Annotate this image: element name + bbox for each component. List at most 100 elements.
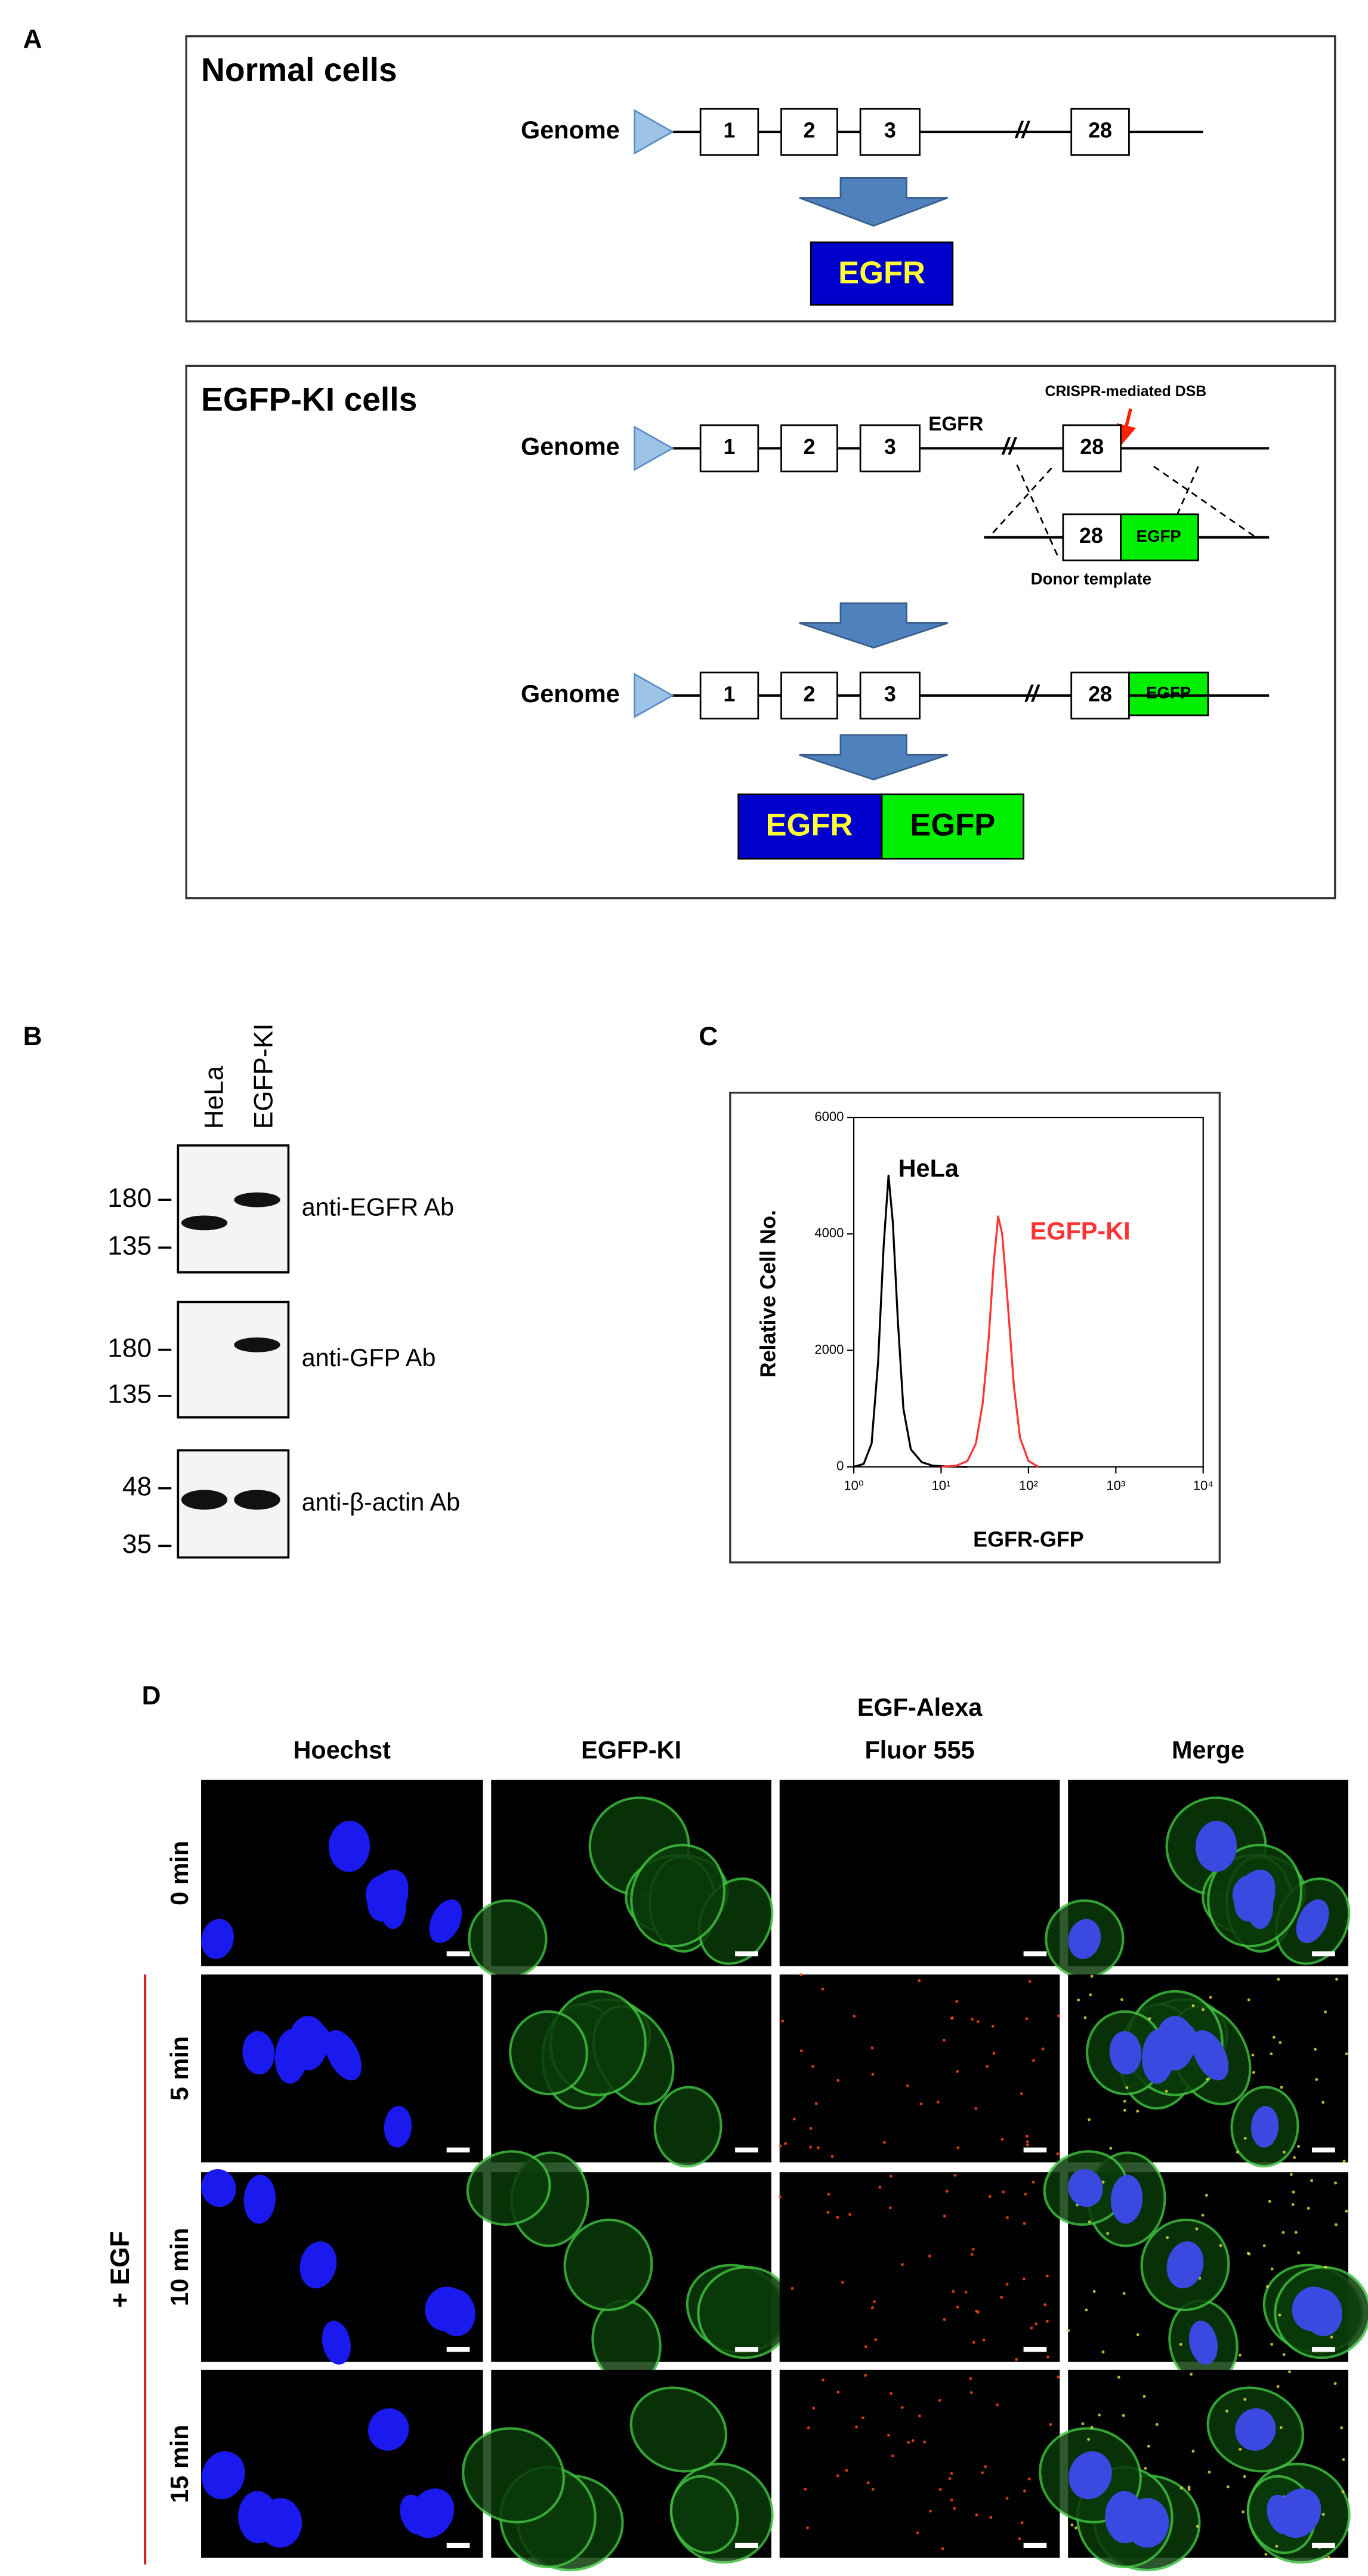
puncta (804, 2487, 807, 2491)
exon-label: 28 (1080, 434, 1104, 459)
puncta (1282, 2353, 1286, 2356)
protein-label: EGFR (766, 808, 853, 843)
puncta (882, 2141, 886, 2144)
puncta (1334, 2181, 1338, 2185)
nucleus (1110, 2175, 1143, 2224)
puncta (1219, 2244, 1222, 2247)
puncta (1243, 2475, 1246, 2478)
puncta (1117, 2376, 1120, 2379)
puncta (799, 1973, 802, 1976)
cell-membrane (630, 1843, 726, 1948)
micrograph (1039, 2370, 1351, 2572)
puncta (855, 2425, 858, 2429)
puncta (1179, 2487, 1183, 2490)
exon-box (699, 671, 759, 719)
puncta (1057, 2014, 1061, 2018)
puncta (971, 2018, 974, 2021)
puncta (1123, 2108, 1126, 2112)
puncta (1123, 2099, 1126, 2103)
puncta (1101, 2180, 1105, 2184)
puncta (1345, 2052, 1348, 2056)
puncta (809, 2127, 813, 2130)
puncta (1270, 2267, 1274, 2271)
nucleus (436, 2288, 475, 2336)
puncta (891, 2454, 894, 2458)
micrograph (201, 2169, 483, 2365)
puncta (836, 2474, 839, 2478)
x-tick-label: 10¹ (932, 1478, 951, 1493)
break-mark: // (1001, 434, 1018, 460)
puncta (1310, 2179, 1314, 2182)
x-tick-label: 10⁰ (844, 1478, 864, 1493)
puncta (1279, 2426, 1283, 2429)
puncta (995, 2403, 999, 2407)
puncta (1270, 2052, 1273, 2056)
puncta (871, 2487, 875, 2491)
donor-label: Donor template (1031, 570, 1152, 588)
puncta (923, 2441, 927, 2444)
scale-bar (1023, 2346, 1047, 2352)
column-header: EGF-Alexa (857, 1693, 983, 1721)
nucleus (1234, 1870, 1276, 1922)
band (181, 1215, 228, 1231)
micrograph (1068, 1974, 1348, 2168)
nucleus (1192, 2030, 1229, 2081)
image-background (779, 1780, 1060, 1966)
puncta (1025, 2017, 1029, 2021)
nucleus (238, 2491, 278, 2544)
puncta (950, 2472, 953, 2475)
puncta (943, 2318, 946, 2321)
exon-label: 1 (723, 681, 735, 706)
row-label: 10 min (165, 2228, 193, 2306)
band (234, 1192, 280, 1207)
puncta (1166, 2236, 1169, 2240)
puncta (1238, 2353, 1242, 2357)
exon-box (1070, 671, 1130, 719)
puncta (900, 2263, 904, 2266)
puncta (1087, 2438, 1091, 2441)
puncta (1191, 2004, 1195, 2007)
micrograph (779, 1780, 1060, 1966)
nucleus (1155, 2016, 1195, 2071)
puncta (807, 2426, 810, 2430)
puncta (1206, 2077, 1209, 2081)
nucleus (1069, 2451, 1112, 2500)
puncta (1243, 2136, 1247, 2140)
puncta (916, 2531, 919, 2535)
cell-membrane (509, 2010, 588, 2096)
puncta (1092, 2290, 1096, 2293)
arrow (799, 602, 948, 649)
nucleus (201, 1919, 234, 1959)
puncta (1057, 2375, 1060, 2379)
column-header: Merge (1172, 1736, 1245, 1764)
puncta (1074, 2526, 1077, 2529)
puncta (955, 2000, 959, 2003)
puncta (969, 2377, 972, 2380)
puncta (864, 2345, 867, 2349)
arrow (799, 177, 949, 227)
puncta (811, 2065, 814, 2068)
nucleus (201, 2169, 236, 2207)
scale-bar (446, 2346, 470, 2352)
puncta (1315, 2078, 1318, 2081)
puncta (1049, 2423, 1052, 2426)
puncta (1345, 2209, 1348, 2213)
puncta (1101, 2350, 1105, 2354)
micrograph (201, 1780, 483, 1966)
series-label: EGFP-KI (1030, 1216, 1131, 1244)
puncta (799, 2049, 803, 2053)
nucleus (368, 2408, 409, 2451)
scale-bar (1312, 2346, 1335, 2352)
puncta (1022, 2277, 1026, 2281)
puncta (1083, 2016, 1087, 2019)
puncta (1045, 2319, 1049, 2323)
puncta (841, 2281, 844, 2284)
puncta (790, 2287, 794, 2290)
puncta (907, 2441, 910, 2444)
x-axis-label: EGFR-GFP (973, 1527, 1084, 1552)
puncta (1324, 2265, 1327, 2269)
puncta (821, 2378, 824, 2382)
puncta (878, 2185, 882, 2189)
row-label: 15 min (165, 2425, 193, 2503)
puncta (918, 2414, 921, 2418)
